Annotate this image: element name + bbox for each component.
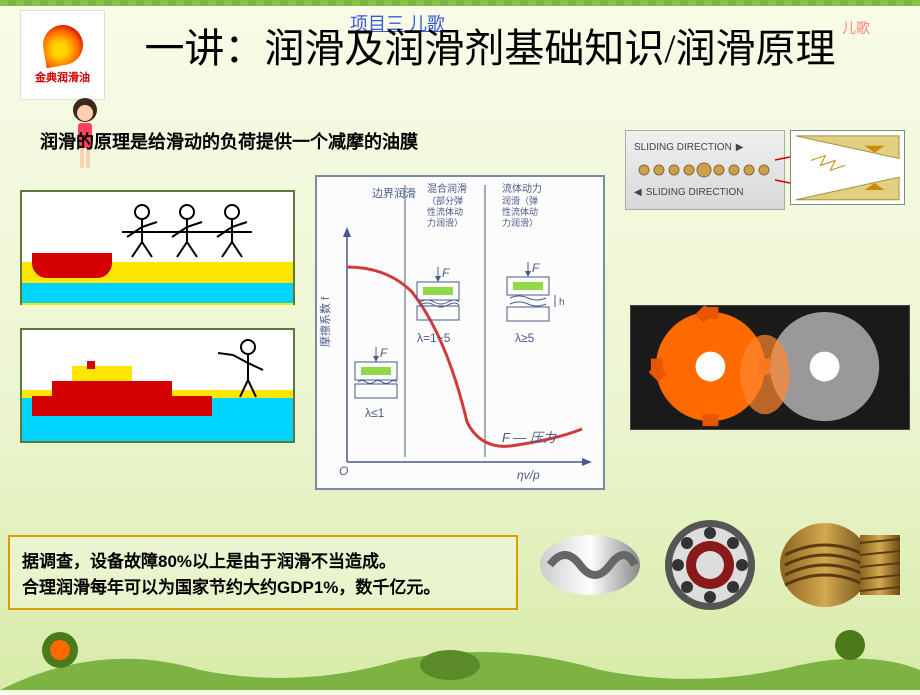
screw-pump-icon xyxy=(535,515,645,615)
spiral-gear-icon xyxy=(775,515,905,615)
machinery-row xyxy=(530,510,910,620)
sliding-bottom-text: SLIDING DIRECTION xyxy=(646,187,744,198)
svg-text:混合润滑: 混合润滑 xyxy=(427,182,467,195)
svg-text:（部分弹: （部分弹 xyxy=(427,195,463,206)
person-holding-icon xyxy=(218,335,278,400)
statistics-callout: 据调查，设备故障80%以上是由于润滑不当造成。 合理润滑每年可以为国家节约大约G… xyxy=(8,535,518,610)
brand-name: 金典润滑油 xyxy=(35,69,90,85)
arrow-left-icon: ◀ xyxy=(634,187,642,198)
svg-text:λ≤1: λ≤1 xyxy=(365,406,385,420)
svg-text:润滑（弹: 润滑（弹 xyxy=(502,195,538,206)
boat-shape xyxy=(32,253,112,278)
page-title: 一讲：润滑及润滑剂基础知识/润滑原理 xyxy=(100,25,880,73)
friction-cartoon-lubricated xyxy=(20,328,295,443)
svg-text:λ≥5: λ≥5 xyxy=(515,331,535,345)
stat-line-2: 合理润滑每年可以为国家节约大约GDP1%，数千亿元。 xyxy=(22,573,504,598)
ball-bearing-icon xyxy=(655,515,765,615)
svg-text:F: F xyxy=(442,266,450,280)
svg-text:F: F xyxy=(380,346,388,360)
wedge-detail xyxy=(790,130,905,205)
svg-text:O: O xyxy=(339,464,348,478)
svg-text:力润滑）: 力润滑） xyxy=(427,217,463,228)
flame-icon xyxy=(39,22,85,68)
svg-text:性流体动: 性流体动 xyxy=(502,206,538,217)
top-decorative-border xyxy=(0,0,920,6)
subtitle: 润滑的原理是给滑动的负荷提供一个减摩的油膜 xyxy=(40,128,418,154)
stribeck-curve-chart: 边界润滑 混合润滑 （部分弹 性流体动 力润滑） 流体动力 润滑（弹 性流体动 … xyxy=(315,175,605,490)
svg-text:力润滑）: 力润滑） xyxy=(502,217,538,228)
meshing-gears-image xyxy=(630,305,910,430)
bottom-decoration xyxy=(0,620,920,690)
svg-text:ηv/p: ηv/p xyxy=(517,468,540,482)
sliding-bottom-label: ◀ SLIDING DIRECTION xyxy=(634,187,776,198)
arrow-right-icon: ▶ xyxy=(736,142,744,153)
sliding-top-label: SLIDING DIRECTION ▶ xyxy=(634,142,776,153)
sliding-top-text: SLIDING DIRECTION xyxy=(634,142,732,153)
molecule-chain-icon xyxy=(634,160,774,180)
svg-text:流体动力: 流体动力 xyxy=(502,182,542,195)
water-thin xyxy=(22,283,293,303)
region-boundary: 边界润滑 xyxy=(372,186,416,200)
boat-floating-icon xyxy=(32,361,232,421)
svg-text:h: h xyxy=(559,297,565,308)
svg-text:F — 压力: F — 压力 xyxy=(502,430,557,445)
svg-text:摩擦系数 f: 摩擦系数 f xyxy=(318,296,332,347)
stat-line-1: 据调查，设备故障80%以上是由于润滑不当造成。 xyxy=(22,547,504,572)
svg-text:F: F xyxy=(532,261,540,275)
sliding-direction-panel: SLIDING DIRECTION ▶ ◀ SLIDING DIRECTION xyxy=(625,130,785,210)
svg-text:性流体动: 性流体动 xyxy=(427,206,463,217)
people-pulling-icon xyxy=(122,197,292,262)
friction-cartoon-dry xyxy=(20,190,295,305)
brand-logo: 金典润滑油 xyxy=(20,10,105,100)
svg-text:λ=1~5: λ=1~5 xyxy=(417,331,451,345)
